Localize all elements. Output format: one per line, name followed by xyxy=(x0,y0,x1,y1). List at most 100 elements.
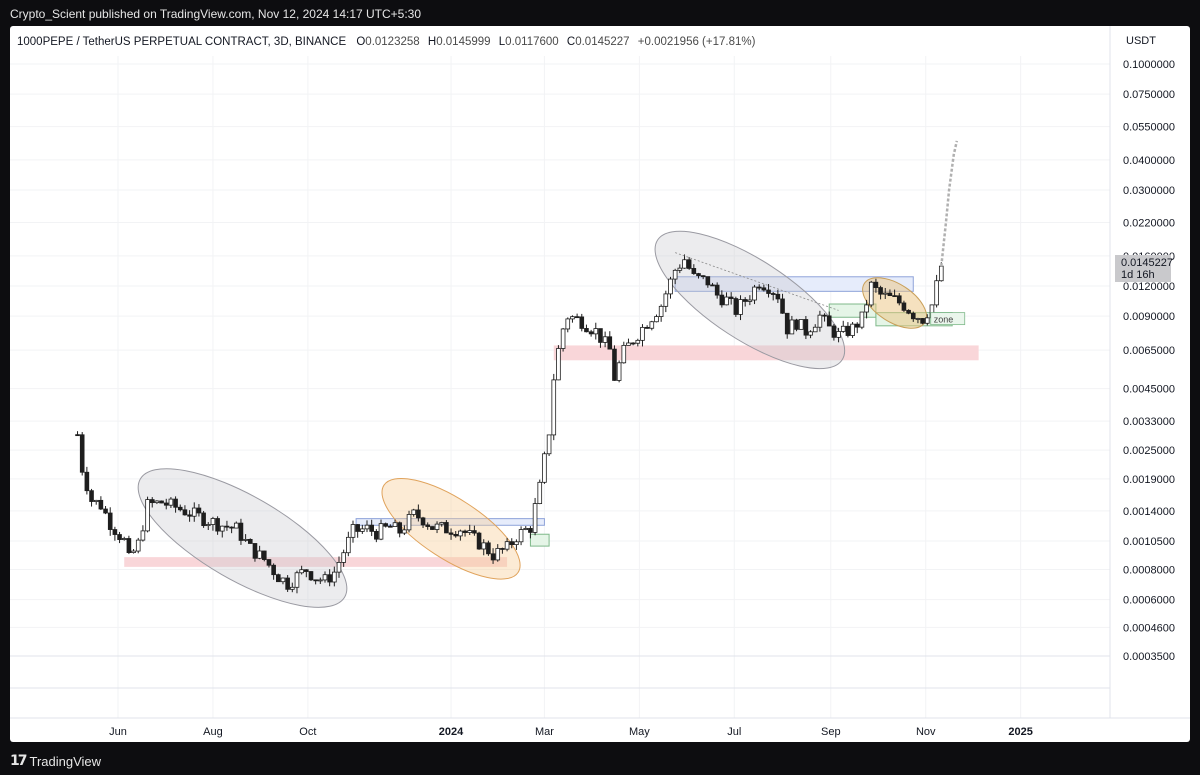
candle-body xyxy=(294,572,300,588)
candle-body xyxy=(280,577,286,583)
price-tick-label: 0.0400000 xyxy=(1123,155,1175,167)
candle-body xyxy=(691,268,697,274)
candle-body xyxy=(378,523,384,540)
candle-body xyxy=(126,538,132,553)
tradingview-logo[interactable]: 17 TradingView xyxy=(10,753,101,769)
candle-body xyxy=(532,503,538,533)
chart-svg[interactable]: zone 0.1000000 0.0750000 0.0550000 0.040000… xyxy=(10,26,1190,742)
trend-line xyxy=(675,252,839,311)
candle-body xyxy=(383,523,388,527)
price-tick-label: 0.0008000 xyxy=(1123,564,1175,576)
candle-body xyxy=(518,529,524,543)
candle-body xyxy=(789,319,795,335)
candle-body xyxy=(252,543,258,559)
ohlc-l: 0.0117600 xyxy=(505,36,559,48)
candle-body xyxy=(593,328,599,335)
time-axis[interactable]: Jun Aug Oct 2024 Mar May Jul Sep Nov 2025 xyxy=(109,726,1033,738)
candle-body xyxy=(430,526,435,530)
candle-body xyxy=(355,524,360,532)
candle-body xyxy=(490,553,496,561)
candle-body xyxy=(173,498,178,508)
candle-body xyxy=(602,336,608,343)
candle-body xyxy=(392,522,398,528)
publish-info: Crypto_Scient published on TradingView.c… xyxy=(10,7,422,21)
candle-body xyxy=(551,379,557,436)
last-price-tag: 0.0145227 1d 16h xyxy=(1115,255,1173,282)
candle-body xyxy=(831,325,837,338)
candle-body xyxy=(79,434,85,473)
tradingview-brand: TradingView xyxy=(29,753,102,769)
candle-body xyxy=(859,311,865,328)
candle-body xyxy=(341,552,346,563)
last-price: 0.0145227 xyxy=(1121,257,1173,269)
time-tick-label: Aug xyxy=(203,726,223,738)
price-tick-label: 0.0014000 xyxy=(1123,506,1175,518)
candle-body xyxy=(275,574,281,583)
candle-body xyxy=(168,498,174,506)
candle-body xyxy=(560,328,566,349)
candle-body xyxy=(654,316,659,323)
candle-body xyxy=(630,342,636,345)
candle-body xyxy=(416,509,421,519)
candle-body xyxy=(598,328,603,343)
candle-body xyxy=(103,508,108,514)
candle-body xyxy=(486,542,491,555)
candle-body xyxy=(98,499,104,510)
time-tick-label: 2024 xyxy=(439,726,464,738)
candle-body xyxy=(700,275,706,278)
countdown: 1d 16h xyxy=(1121,269,1155,281)
candle-body xyxy=(616,362,622,381)
candle-body xyxy=(607,336,613,350)
candle-body xyxy=(318,579,323,582)
candle-body xyxy=(388,525,393,528)
candle-body xyxy=(467,530,473,533)
candle-body xyxy=(89,490,94,502)
candle-body xyxy=(915,318,921,320)
candle-body xyxy=(938,265,944,282)
candle-body xyxy=(649,321,655,329)
candle-body xyxy=(299,569,304,574)
candle-body xyxy=(728,296,734,299)
candle-body xyxy=(887,292,893,297)
candle-body xyxy=(775,293,781,300)
candle-body xyxy=(868,281,874,306)
candle-body xyxy=(215,518,220,532)
candle-body xyxy=(906,309,911,314)
candle-body xyxy=(462,530,468,533)
candle-body xyxy=(402,529,407,534)
candle-body xyxy=(546,434,552,455)
time-tick-label: May xyxy=(629,726,650,738)
candle-body xyxy=(588,331,594,335)
candle-body xyxy=(509,541,515,546)
candle-body xyxy=(537,481,543,505)
candle-body xyxy=(854,323,860,328)
grid xyxy=(10,26,1190,719)
price-tick-label: 0.0010500 xyxy=(1123,536,1175,548)
candle-body xyxy=(612,348,617,381)
time-tick-label: Oct xyxy=(299,726,316,738)
price-tick-label: 0.0220000 xyxy=(1123,218,1175,230)
candle-body xyxy=(233,522,239,529)
candle-body xyxy=(131,550,136,553)
candle-body xyxy=(738,299,743,315)
candle-body xyxy=(411,509,416,515)
candle-body xyxy=(626,342,631,346)
demand-box xyxy=(529,533,550,547)
candle-body xyxy=(514,541,519,546)
chart-panel[interactable]: zone 0.1000000 0.0750000 0.0550000 0.040000… xyxy=(10,26,1190,742)
support-zone xyxy=(124,557,508,567)
price-tick-label: 0.0019000 xyxy=(1123,474,1175,486)
candles xyxy=(75,254,944,594)
candle-body xyxy=(658,305,664,317)
candle-body xyxy=(523,528,529,530)
candle-body xyxy=(196,507,202,514)
zone-label: zone xyxy=(934,315,954,325)
candle-body xyxy=(210,518,216,525)
price-axis[interactable]: 0.1000000 0.0750000 0.0550000 0.0400000 0.03… xyxy=(1123,59,1175,663)
candle-body xyxy=(149,499,155,504)
candle-body xyxy=(901,302,907,311)
candle-body xyxy=(574,316,580,319)
candle-body xyxy=(826,315,832,327)
candle-body xyxy=(817,314,823,328)
candle-body xyxy=(556,348,561,381)
